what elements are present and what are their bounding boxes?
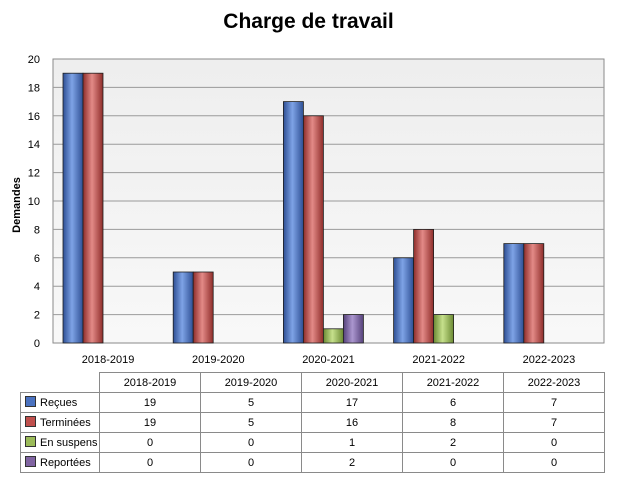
series-name: En suspens xyxy=(40,437,98,449)
bar-Reportées xyxy=(342,314,364,344)
table-header-cell: 2020-2021 xyxy=(301,372,403,393)
data-cell: 7 xyxy=(503,412,605,433)
series-label: Reportées xyxy=(20,452,100,473)
bar-En suspens xyxy=(322,328,344,344)
data-cell: 2 xyxy=(402,432,504,453)
bar-chart: 0 2 4 6 8 10 12 14 16 18 20 2018-2019 2019-2020 2020… xyxy=(11,54,605,366)
legend-swatch xyxy=(25,396,36,407)
legend-swatch xyxy=(25,436,36,447)
y-tick-label: 12 xyxy=(28,168,40,180)
data-cell: 0 xyxy=(200,432,302,453)
data-cell: 5 xyxy=(200,412,302,433)
series-name: Reportées xyxy=(40,457,91,469)
data-cell: 0 xyxy=(200,452,302,473)
x-tick-label: 2018-2019 xyxy=(82,354,135,366)
x-tick-label: 2021-2022 xyxy=(412,354,465,366)
legend-swatch xyxy=(25,416,36,427)
data-cell: 5 xyxy=(200,392,302,413)
data-table: 2018-2019 2019-2020 2020-2021 2021-2022 … xyxy=(20,372,605,473)
y-tick-label: 14 xyxy=(28,139,40,151)
y-axis-ticks: 0 2 4 6 8 10 12 14 16 18 20 xyxy=(28,54,40,350)
y-tick-label: 0 xyxy=(34,338,40,350)
series-label: En suspens xyxy=(20,432,100,453)
gridlines xyxy=(53,86,604,316)
series-label: Terminées xyxy=(20,412,100,433)
data-cell: 19 xyxy=(99,412,201,433)
bar-Terminées xyxy=(302,115,324,344)
table-header-cell: 2021-2022 xyxy=(402,372,504,393)
data-table-row: Reçues 19 5 17 6 7 xyxy=(20,392,605,413)
table-header-cell: 2019-2020 xyxy=(200,372,302,393)
table-header-cell: 2018-2019 xyxy=(99,372,201,393)
data-cell: 1 xyxy=(301,432,403,453)
y-tick-label: 18 xyxy=(28,82,40,94)
data-cell: 17 xyxy=(301,392,403,413)
bar-Reçues xyxy=(503,243,525,344)
bar-Reçues xyxy=(393,257,415,344)
y-axis-label: Demandes xyxy=(11,177,23,233)
x-tick-label: 2022-2023 xyxy=(523,354,576,366)
series-name: Reçues xyxy=(40,397,78,409)
bar-Reçues xyxy=(62,72,84,344)
series-name: Terminées xyxy=(40,417,91,429)
y-tick-label: 20 xyxy=(28,54,40,66)
data-cell: 0 xyxy=(402,452,504,473)
data-cell: 16 xyxy=(301,412,403,433)
y-tick-label: 8 xyxy=(34,224,40,236)
data-cell: 0 xyxy=(99,452,201,473)
data-cell: 8 xyxy=(402,412,504,433)
x-axis-ticks: 2018-2019 2019-2020 2020-2021 2021-2022 2022… xyxy=(82,354,575,366)
data-table-row: En suspens 0 0 1 2 0 xyxy=(20,432,605,453)
series-label: Reçues xyxy=(20,392,100,413)
data-cell: 19 xyxy=(99,392,201,413)
data-table-row: Reportées 0 0 2 0 0 xyxy=(20,452,605,473)
y-tick-label: 10 xyxy=(28,196,40,208)
data-cell: 0 xyxy=(503,452,605,473)
table-header-cell: 2022-2023 xyxy=(503,372,605,393)
y-tick-label: 4 xyxy=(34,281,40,293)
data-table-header-row: 2018-2019 2019-2020 2020-2021 2021-2022 … xyxy=(21,372,605,393)
bar-Terminées xyxy=(192,271,214,344)
data-cell: 0 xyxy=(503,432,605,453)
data-cell: 6 xyxy=(402,392,504,413)
x-tick-label: 2019-2020 xyxy=(192,354,245,366)
y-tick-label: 16 xyxy=(28,111,40,123)
bar-Terminées xyxy=(413,228,435,344)
y-tick-label: 6 xyxy=(34,253,40,265)
legend-swatch xyxy=(25,456,36,467)
bar-En suspens xyxy=(433,314,455,344)
bars xyxy=(62,72,545,344)
data-cell: 2 xyxy=(301,452,403,473)
data-cell: 0 xyxy=(99,432,201,453)
y-tick-label: 2 xyxy=(34,310,40,322)
bar-Reçues xyxy=(172,271,194,344)
x-tick-label: 2020-2021 xyxy=(302,354,355,366)
table-corner xyxy=(21,373,100,393)
bar-Reçues xyxy=(282,101,304,344)
data-table-row: Terminées 19 5 16 8 7 xyxy=(20,412,605,433)
data-cell: 7 xyxy=(503,392,605,413)
chart-title: Charge de travail xyxy=(223,10,394,33)
bar-Terminées xyxy=(523,243,545,344)
bar-Terminées xyxy=(82,72,104,344)
